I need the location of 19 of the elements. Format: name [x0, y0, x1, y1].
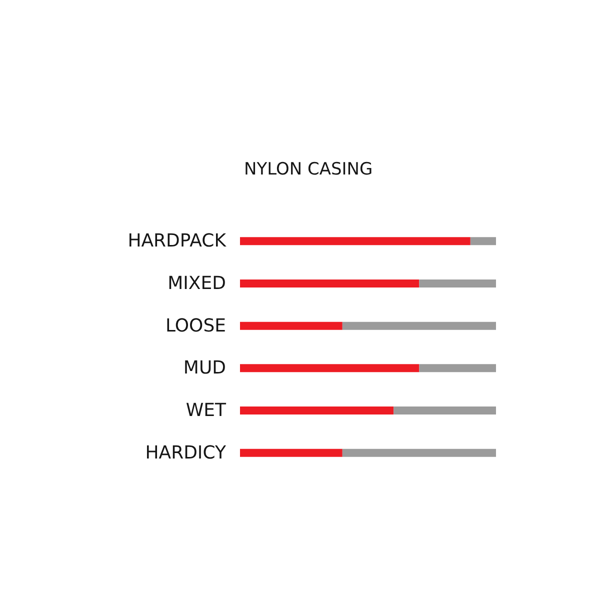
- y-tick-label: LOOSE: [165, 315, 226, 336]
- y-tick-label: WET: [186, 400, 227, 421]
- bar: [240, 448, 342, 457]
- y-tick-label: HARDICY: [145, 442, 227, 464]
- bar: [394, 406, 496, 414]
- y-tick-label: MUD: [183, 358, 226, 379]
- bar: [342, 322, 496, 330]
- bar: [419, 364, 496, 372]
- bar: [240, 280, 420, 288]
- bar: [240, 364, 420, 372]
- y-tick-label: HARDPACK: [128, 230, 228, 252]
- bar: [240, 237, 470, 246]
- bar: [342, 448, 496, 457]
- bar: [470, 237, 496, 246]
- bar: [419, 280, 496, 288]
- bar: [240, 406, 394, 414]
- bar: [240, 322, 342, 330]
- chart-title: NYLON CASING: [244, 160, 373, 180]
- y-tick-label: MIXED: [168, 273, 226, 294]
